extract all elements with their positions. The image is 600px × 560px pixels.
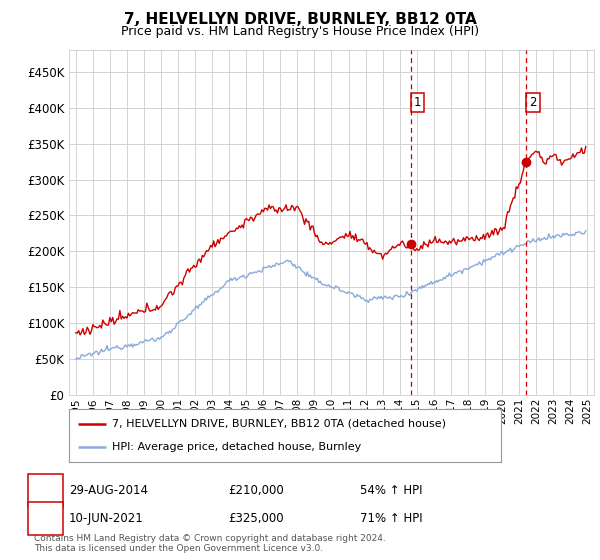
Text: Price paid vs. HM Land Registry's House Price Index (HPI): Price paid vs. HM Land Registry's House … (121, 25, 479, 38)
Text: 1: 1 (413, 96, 421, 109)
Text: HPI: Average price, detached house, Burnley: HPI: Average price, detached house, Burn… (112, 442, 361, 452)
Text: 7, HELVELLYN DRIVE, BURNLEY, BB12 0TA: 7, HELVELLYN DRIVE, BURNLEY, BB12 0TA (124, 12, 476, 27)
Text: £210,000: £210,000 (228, 484, 284, 497)
Text: 7, HELVELLYN DRIVE, BURNLEY, BB12 0TA (detached house): 7, HELVELLYN DRIVE, BURNLEY, BB12 0TA (d… (112, 419, 446, 429)
Text: 2: 2 (41, 512, 50, 525)
Text: Contains HM Land Registry data © Crown copyright and database right 2024.
This d: Contains HM Land Registry data © Crown c… (34, 534, 386, 553)
Text: 29-AUG-2014: 29-AUG-2014 (69, 484, 148, 497)
Text: 1: 1 (41, 484, 50, 497)
Text: 10-JUN-2021: 10-JUN-2021 (69, 512, 144, 525)
Text: 2: 2 (529, 96, 536, 109)
Text: 71% ↑ HPI: 71% ↑ HPI (360, 512, 422, 525)
Text: 54% ↑ HPI: 54% ↑ HPI (360, 484, 422, 497)
Text: £325,000: £325,000 (228, 512, 284, 525)
